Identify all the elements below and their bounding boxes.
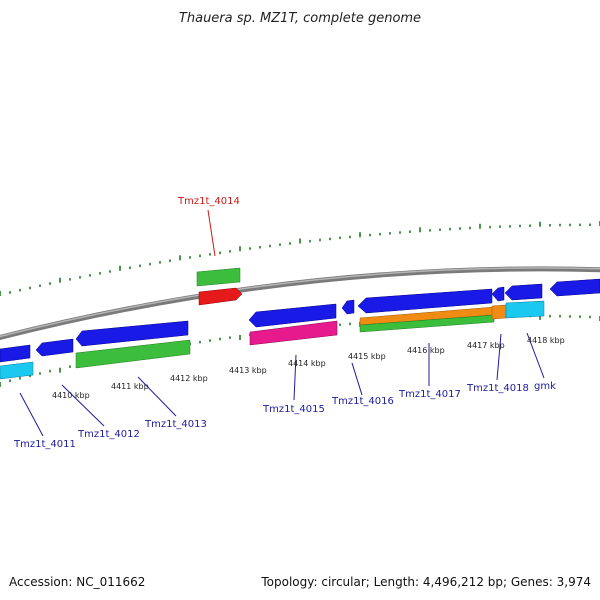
scale-label: 4413 kbp <box>229 366 267 375</box>
scale-label: 4414 kbp <box>288 359 326 368</box>
gene-arrow-tmz1t-4017[interactable] <box>357 288 493 314</box>
gene-label-tmz1t-4011[interactable]: Tmz1t_4011 <box>13 439 76 450</box>
gene-arrow-gmk[interactable] <box>504 283 543 301</box>
gene-arrow-tmz1t-4014[interactable] <box>198 287 243 306</box>
gene-arrow-tmz1t-4011-cyan[interactable] <box>0 361 34 380</box>
outer-tick-ring <box>0 221 600 296</box>
gene-label-tmz1t-4014[interactable]: Tmz1t_4014 <box>177 196 240 207</box>
gene-label-tmz1t-4017[interactable]: Tmz1t_4017 <box>398 389 461 400</box>
gene-arrow-tmz1t-4013[interactable] <box>75 320 189 347</box>
gene-arrow-tmz1t-4019[interactable] <box>549 278 600 297</box>
gene-arrow-tmz1t-4013-green[interactable] <box>75 339 191 369</box>
accession-text: Accession: NC_011662 <box>9 575 145 589</box>
gene-arrow-tmz1t-4017-green[interactable] <box>359 314 495 333</box>
scale-labels: 4410 kbp 4411 kbp 4412 kbp 4413 kbp 4414… <box>52 336 565 400</box>
gene-track <box>0 267 600 380</box>
genome-backbone <box>0 266 600 341</box>
gene-arrow-tmz1t-4015[interactable] <box>248 303 337 328</box>
gene-labels: Tmz1t_4011 Tmz1t_4012 Tmz1t_4013 Tmz1t_4… <box>13 196 556 450</box>
gene-arrow-tmz1t-4018-orange[interactable] <box>491 304 507 320</box>
gene-arrow-gmk-cyan[interactable] <box>505 300 545 319</box>
gene-arrow-tmz1t-4011-blue[interactable] <box>0 344 31 363</box>
scale-label: 4418 kbp <box>527 336 565 345</box>
genome-backbone-highlight <box>0 267 600 338</box>
gene-label-tmz1t-4013[interactable]: Tmz1t_4013 <box>144 419 207 430</box>
gene-arrow-tmz1t-4015-magenta[interactable] <box>249 320 338 346</box>
gene-label-tmz1t-4015[interactable]: Tmz1t_4015 <box>262 404 325 415</box>
scale-label: 4415 kbp <box>348 352 386 361</box>
scale-label: 4412 kbp <box>170 374 208 383</box>
map-title: Thauera sp. MZ1T, complete genome <box>179 11 421 26</box>
topology-text: Topology: circular; Length: 4,496,212 bp… <box>260 575 591 589</box>
scale-label: 4416 kbp <box>407 346 445 355</box>
gene-label-tmz1t-4012[interactable]: Tmz1t_4012 <box>77 429 140 440</box>
gene-arrow-tmz1t-4018[interactable] <box>491 286 505 302</box>
scale-label: 4410 kbp <box>52 391 90 400</box>
gene-arrow-tmz1t-4012[interactable] <box>35 338 74 357</box>
label-leaders <box>19 209 545 437</box>
scale-label: 4417 kbp <box>467 341 505 350</box>
gene-label-tmz1t-4018[interactable]: Tmz1t_4018 <box>466 383 529 394</box>
gene-label-gmk[interactable]: gmk <box>534 381 556 392</box>
gene-label-tmz1t-4016[interactable]: Tmz1t_4016 <box>331 396 394 407</box>
gene-arrow-tmz1t-4014-green[interactable] <box>196 267 241 287</box>
gene-arrow-tmz1t-4016[interactable] <box>341 299 355 315</box>
scale-label: 4411 kbp <box>111 382 149 391</box>
